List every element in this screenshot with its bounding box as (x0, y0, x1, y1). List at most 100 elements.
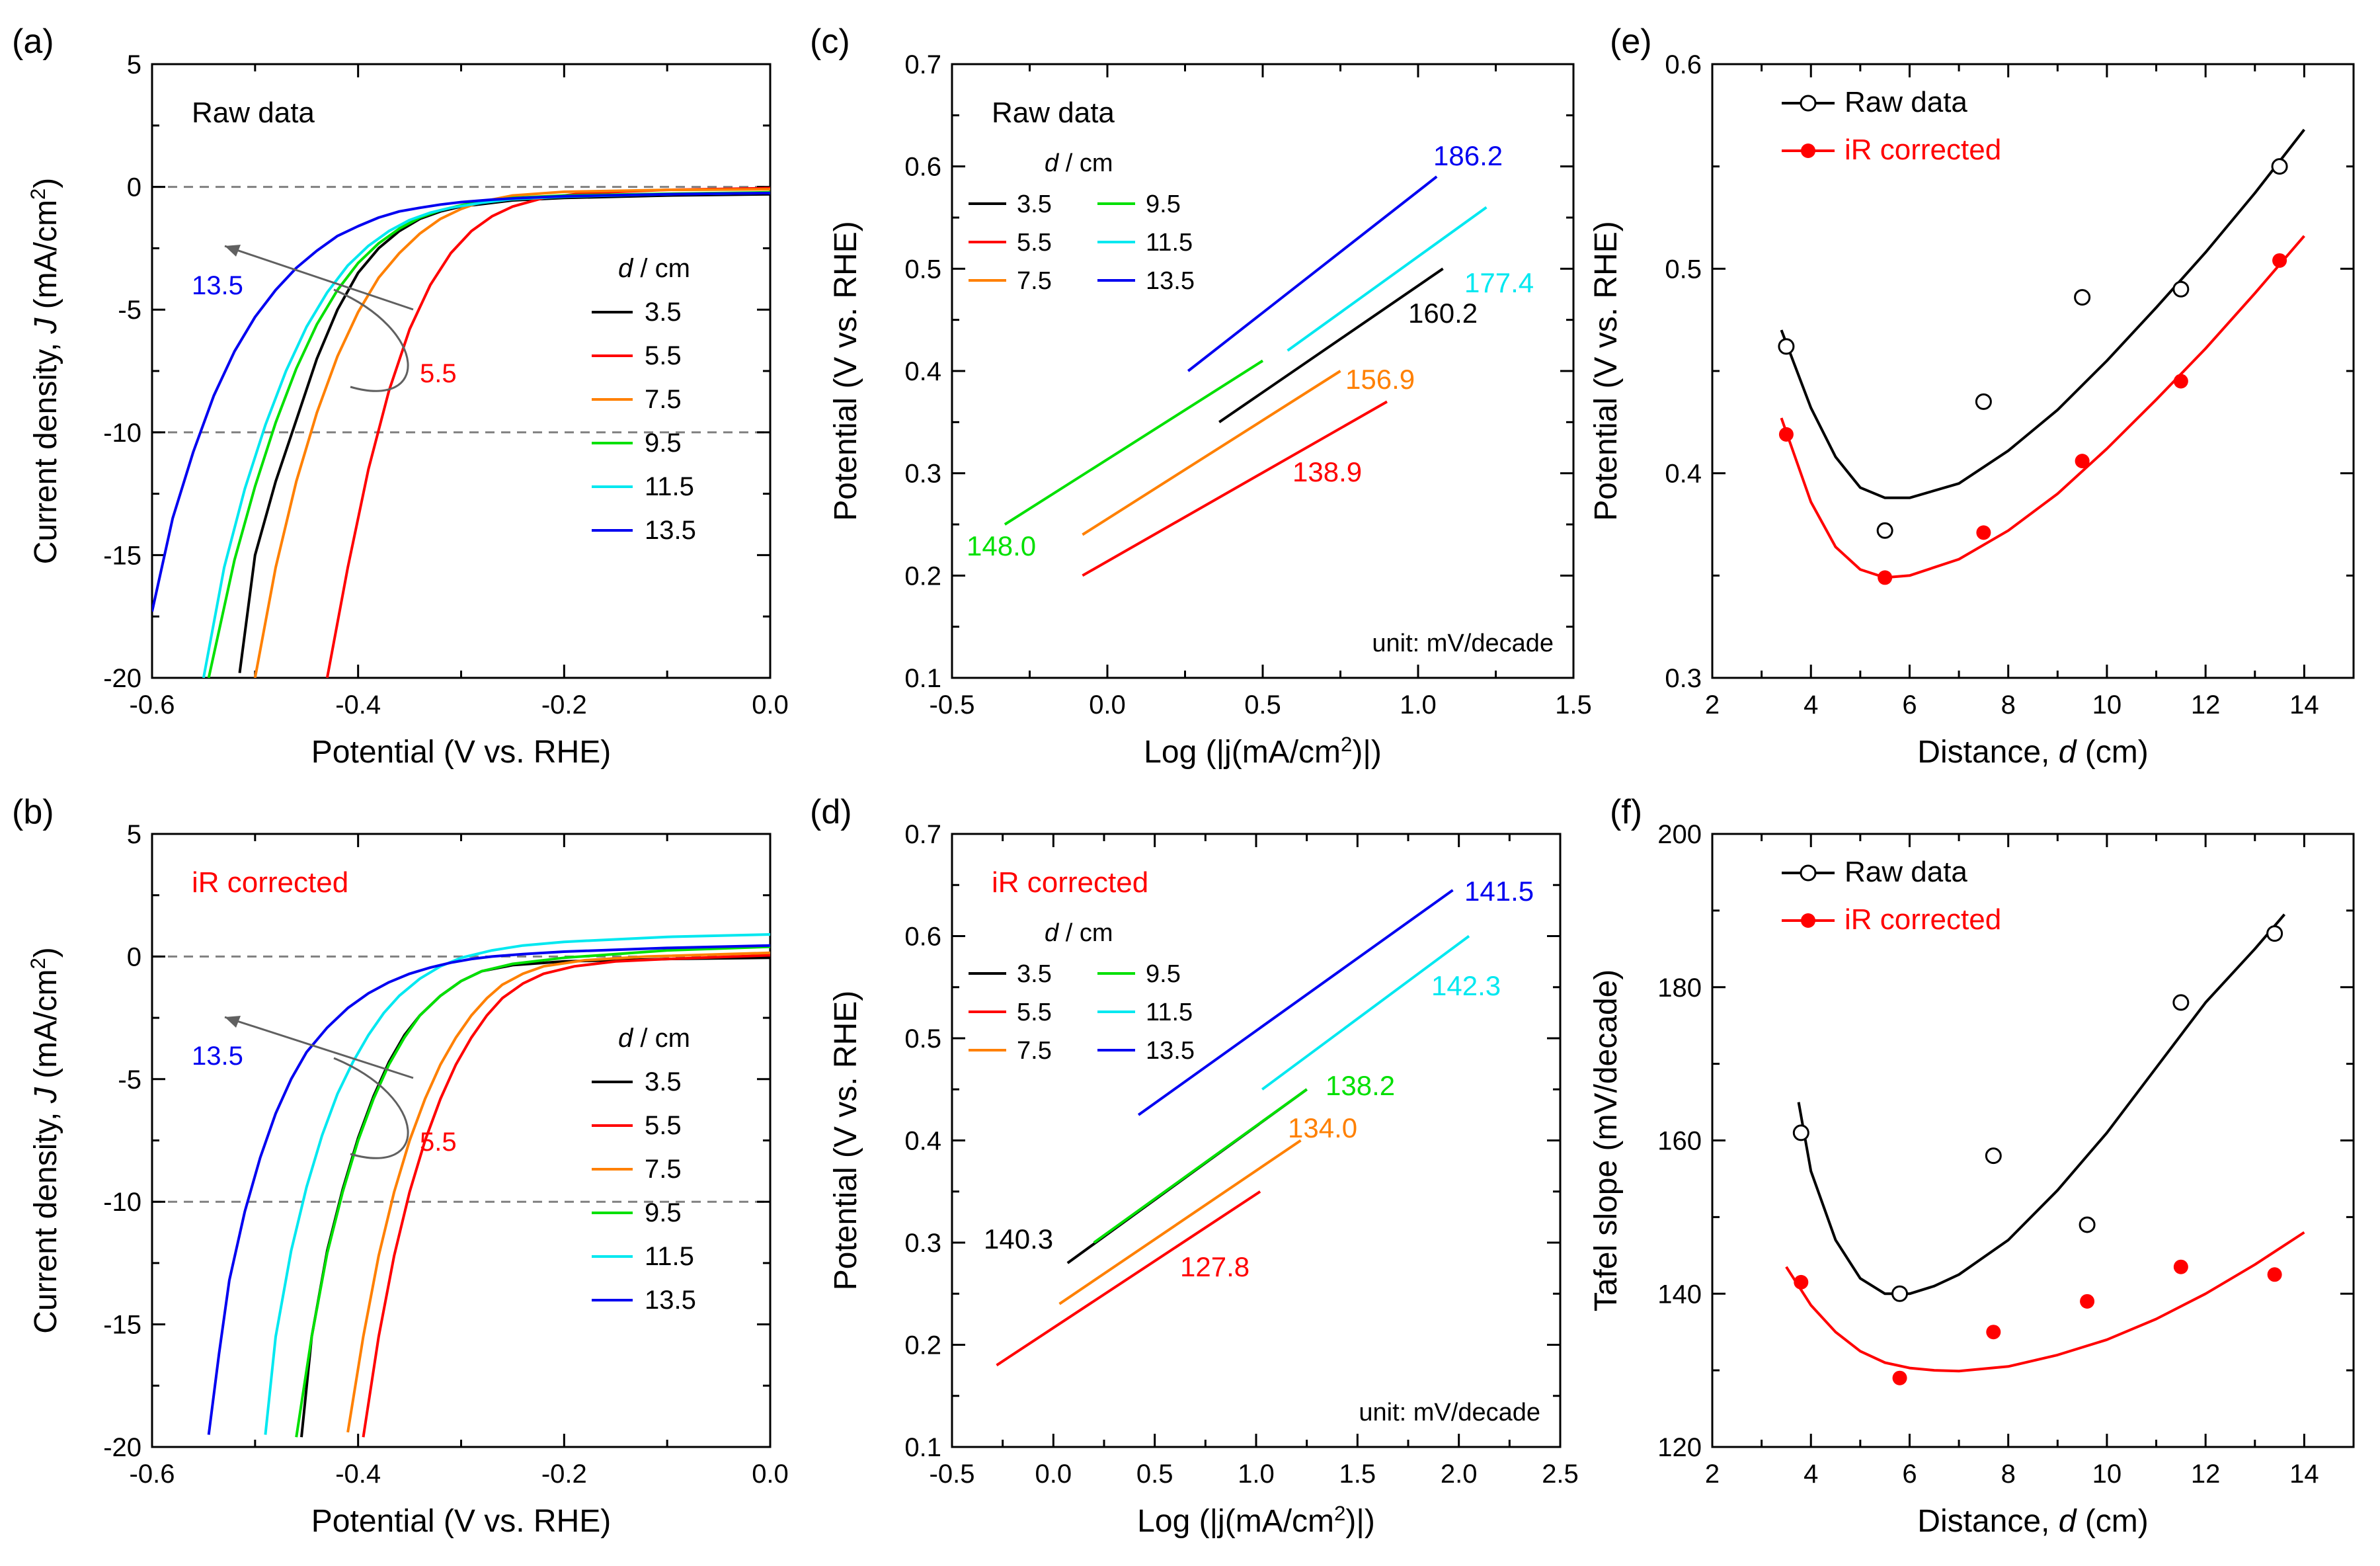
label-part: Distance, (1917, 735, 2058, 770)
label-part: (mA/cm (28, 969, 63, 1088)
y-tick-label: 120 (1657, 1433, 1702, 1462)
y-tick-label: 0.6 (1665, 50, 1702, 79)
plot-frame (951, 833, 1562, 1448)
panel-a: (a) -0.6 -0.4 -0.2 0.0 -20 -15 -10 -5 0 5 Potential… (12, 22, 789, 770)
fit-curve (1780, 128, 2305, 499)
data-point-open (2271, 158, 2288, 175)
y-axis-label: Potential (V vs. RHE) (1589, 221, 1624, 520)
legend-label: 7.5 (1017, 1037, 1052, 1065)
legend-label: 9.5 (1146, 960, 1181, 988)
x-tick-label: 0.0 (1089, 690, 1126, 720)
slope-label: 127.8 (1180, 1251, 1250, 1282)
label-part: ) (28, 178, 63, 188)
y-tick-label: 0.7 (904, 50, 941, 79)
unit-note: unit: mV/decade (1359, 1399, 1540, 1426)
x-tick-label: 2.5 (1542, 1460, 1579, 1489)
x-axis-label: Log (|j(mA/cm2)|) (1137, 1502, 1375, 1540)
fit-curve (1785, 1231, 2305, 1373)
label-part: (cm) (2076, 735, 2148, 770)
label-part: d (618, 1024, 634, 1053)
x-tick-label: 0.0 (752, 690, 789, 720)
legend-label: 11.5 (1146, 229, 1193, 257)
x-tick-label: 10 (2092, 690, 2122, 720)
data-point-filled (2272, 253, 2287, 268)
label-part: d (618, 254, 634, 283)
plot-area (996, 889, 1470, 1367)
x-tick-label: 1.5 (1555, 690, 1592, 720)
x-tick-label: 2 (1705, 1460, 1720, 1489)
legend-label: 13.5 (645, 1286, 696, 1315)
data-point-filled (1778, 427, 1794, 442)
y-tick-label: 0.6 (904, 153, 941, 182)
legend-marker (1800, 864, 1817, 882)
panel-c: (c) -0.5 0.0 0.5 1.0 1.5 0.1 0.2 0.3 0.4 0.5 0.6 0.7… (810, 22, 1592, 770)
y-tick-label: 0.5 (904, 1024, 941, 1053)
label-part: d (1045, 919, 1060, 947)
series-line-7-5 (346, 951, 770, 1433)
x-axis-label: Log (|j(mA/cm2)|) (1144, 733, 1382, 770)
legend-label: 7.5 (1017, 267, 1052, 295)
data-point-filled (2080, 1294, 2095, 1309)
y-tick-label: -10 (103, 1188, 141, 1217)
y-tick-label: 200 (1657, 820, 1702, 849)
x-tick-label: 1.0 (1238, 1460, 1275, 1489)
slope-label: 140.3 (984, 1223, 1053, 1255)
y-tick-label: 0.2 (904, 561, 941, 591)
x-axis-label: Potential (V vs. RHE) (311, 735, 611, 770)
y-tick-label: 0.3 (904, 460, 941, 489)
x-tick-label: -0.6 (130, 1460, 175, 1489)
x-tick-label: -0.5 (930, 1460, 975, 1489)
annotation-arc (333, 1057, 409, 1159)
y-tick-label: 5 (127, 50, 141, 79)
annotation-arrow (224, 245, 414, 311)
legend-label: Raw data (1844, 856, 1967, 888)
x-tick-label: 2 (1705, 690, 1720, 720)
plot-area (1785, 913, 2305, 1373)
y-tick-label: 160 (1657, 1127, 1702, 1156)
y-tick-label: 0.3 (904, 1229, 941, 1258)
series-line-9-5 (1093, 1088, 1308, 1244)
data-point-open (1975, 393, 1992, 410)
label-part: / cm (633, 254, 690, 283)
y-tick-label: 5 (127, 820, 141, 849)
label-part: 2 (1341, 733, 1352, 756)
x-tick-label: 12 (2191, 690, 2221, 720)
label-part: (cm) (2076, 1504, 2148, 1539)
y-tick-label: -15 (103, 541, 141, 570)
legend-label: iR corrected (1844, 134, 2001, 166)
panel-title: iR corrected (992, 866, 1148, 899)
series-line-13-5 (207, 944, 770, 1435)
legend-label: 5.5 (645, 341, 682, 370)
plot-area (152, 186, 770, 678)
label-part: )|) (1352, 735, 1381, 770)
legend-marker (1801, 144, 1815, 158)
y-tick-label: -15 (103, 1311, 141, 1340)
y-tick-label: -5 (118, 296, 141, 325)
legend-title: d / cm (618, 254, 690, 283)
data-point-filled (2173, 374, 2188, 389)
panel-title: Raw data (192, 97, 315, 129)
legend-label: 13.5 (645, 516, 696, 545)
annotation-arrow (224, 1016, 414, 1079)
data-point-open (2074, 289, 2091, 306)
y-tick-label: 0.2 (904, 1331, 941, 1360)
legend-marker (1801, 913, 1815, 928)
series-line-3-5 (238, 192, 770, 673)
plot-area (1780, 128, 2305, 579)
label-part: d (1045, 149, 1060, 177)
x-axis-label: Potential (V vs. RHE) (311, 1504, 611, 1539)
panel-label: (c) (810, 22, 850, 61)
label-part: (mA/cm (28, 200, 63, 318)
data-point-open (1985, 1147, 2002, 1165)
x-tick-label: 14 (2289, 690, 2319, 720)
data-point-filled (2075, 454, 2090, 469)
slope-label: 138.9 (1292, 456, 1362, 487)
panel-label: (a) (12, 22, 54, 61)
legend-label: Raw data (1844, 86, 1967, 118)
plot-area (1004, 175, 1488, 577)
y-axis-label: Potential (V vs. RHE) (828, 991, 863, 1290)
slope-label: 177.4 (1464, 267, 1534, 298)
legend-label: 5.5 (1017, 999, 1052, 1026)
legend-title: d / cm (1045, 919, 1113, 947)
y-tick-label: 0.5 (904, 255, 941, 284)
